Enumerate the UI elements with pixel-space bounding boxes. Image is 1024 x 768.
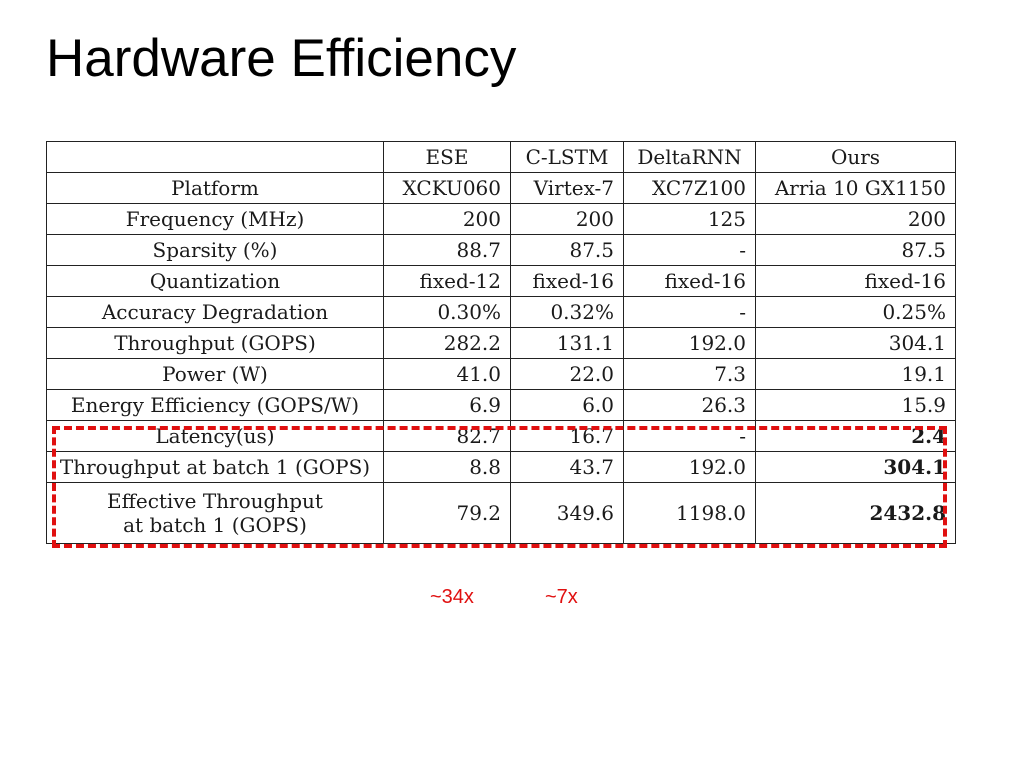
speedup-note-ese: ~34x	[430, 586, 474, 608]
cell-ours: 200	[755, 203, 956, 235]
comparison-table: ESE C-LSTM DeltaRNN Ours Platform XCKU06…	[46, 141, 956, 544]
row-label: Effective Throughput at batch 1 (GOPS)	[46, 482, 384, 544]
table-row-sparsity: Sparsity (%) 88.7 87.5 - 87.5	[46, 234, 956, 266]
table-row-effective-throughput: Effective Throughput at batch 1 (GOPS) 7…	[46, 482, 956, 544]
row-label: Quantization	[46, 265, 384, 297]
header-clstm: C-LSTM	[510, 141, 624, 173]
header-ese: ESE	[383, 141, 511, 173]
cell-clstm: 6.0	[510, 389, 624, 421]
cell-ours: 19.1	[755, 358, 956, 390]
cell-ese: 41.0	[383, 358, 511, 390]
speedup-note-clstm: ~7x	[545, 586, 578, 608]
cell-deltarnn: XC7Z100	[623, 172, 756, 204]
row-label: Accuracy Degradation	[46, 296, 384, 328]
cell-clstm: 87.5	[510, 234, 624, 266]
cell-ese: fixed-12	[383, 265, 511, 297]
header-deltarnn: DeltaRNN	[623, 141, 756, 173]
row-label: Latency(us)	[46, 420, 384, 452]
cell-ese: 82.7	[383, 420, 511, 452]
row-label: Throughput at batch 1 (GOPS)	[46, 451, 384, 483]
cell-ours: 15.9	[755, 389, 956, 421]
cell-deltarnn: fixed-16	[623, 265, 756, 297]
table-row-quantization: Quantization fixed-12 fixed-16 fixed-16 …	[46, 265, 956, 297]
cell-deltarnn: 192.0	[623, 327, 756, 359]
cell-clstm: Virtex-7	[510, 172, 624, 204]
cell-deltarnn: 192.0	[623, 451, 756, 483]
cell-clstm: 200	[510, 203, 624, 235]
cell-deltarnn: -	[623, 296, 756, 328]
table-row-throughput: Throughput (GOPS) 282.2 131.1 192.0 304.…	[46, 327, 956, 359]
cell-clstm: 16.7	[510, 420, 624, 452]
row-label-line-2: at batch 1 (GOPS)	[123, 513, 307, 537]
cell-ours: 2432.8	[755, 482, 956, 544]
row-label: Energy Efficiency (GOPS/W)	[46, 389, 384, 421]
cell-ese: 6.9	[383, 389, 511, 421]
cell-ours: 87.5	[755, 234, 956, 266]
table-row-energy-efficiency: Energy Efficiency (GOPS/W) 6.9 6.0 26.3 …	[46, 389, 956, 421]
cell-ours: 304.1	[755, 451, 956, 483]
cell-ours: 304.1	[755, 327, 956, 359]
table-row-accuracy: Accuracy Degradation 0.30% 0.32% - 0.25%	[46, 296, 956, 328]
header-corner	[46, 141, 384, 173]
table-row-power: Power (W) 41.0 22.0 7.3 19.1	[46, 358, 956, 390]
table-row-frequency: Frequency (MHz) 200 200 125 200	[46, 203, 956, 235]
cell-clstm: 22.0	[510, 358, 624, 390]
cell-deltarnn: 26.3	[623, 389, 756, 421]
table-row-latency: Latency(us) 82.7 16.7 - 2.4	[46, 420, 956, 452]
cell-ese: 282.2	[383, 327, 511, 359]
cell-clstm: fixed-16	[510, 265, 624, 297]
cell-ese: XCKU060	[383, 172, 511, 204]
cell-ese: 0.30%	[383, 296, 511, 328]
cell-ese: 200	[383, 203, 511, 235]
cell-deltarnn: -	[623, 234, 756, 266]
cell-ours: 0.25%	[755, 296, 956, 328]
table-header-row: ESE C-LSTM DeltaRNN Ours	[46, 141, 956, 173]
cell-ours: 2.4	[755, 420, 956, 452]
cell-clstm: 131.1	[510, 327, 624, 359]
cell-deltarnn: -	[623, 420, 756, 452]
cell-clstm: 43.7	[510, 451, 624, 483]
cell-deltarnn: 7.3	[623, 358, 756, 390]
row-label: Platform	[46, 172, 384, 204]
slide-title: Hardware Efficiency	[46, 29, 517, 88]
comparison-table-container: ESE C-LSTM DeltaRNN Ours Platform XCKU06…	[46, 141, 956, 548]
cell-clstm: 0.32%	[510, 296, 624, 328]
cell-ours: fixed-16	[755, 265, 956, 297]
cell-clstm: 349.6	[510, 482, 624, 544]
table-row-throughput-batch1: Throughput at batch 1 (GOPS) 8.8 43.7 19…	[46, 451, 956, 483]
cell-ese: 8.8	[383, 451, 511, 483]
cell-deltarnn: 125	[623, 203, 756, 235]
row-label: Throughput (GOPS)	[46, 327, 384, 359]
row-label: Frequency (MHz)	[46, 203, 384, 235]
row-label: Power (W)	[46, 358, 384, 390]
table-row-platform: Platform XCKU060 Virtex-7 XC7Z100 Arria …	[46, 172, 956, 204]
row-label: Sparsity (%)	[46, 234, 384, 266]
cell-ours: Arria 10 GX1150	[755, 172, 956, 204]
row-label-line-1: Effective Throughput	[107, 489, 323, 513]
cell-ese: 79.2	[383, 482, 511, 544]
header-ours: Ours	[755, 141, 956, 173]
cell-deltarnn: 1198.0	[623, 482, 756, 544]
cell-ese: 88.7	[383, 234, 511, 266]
